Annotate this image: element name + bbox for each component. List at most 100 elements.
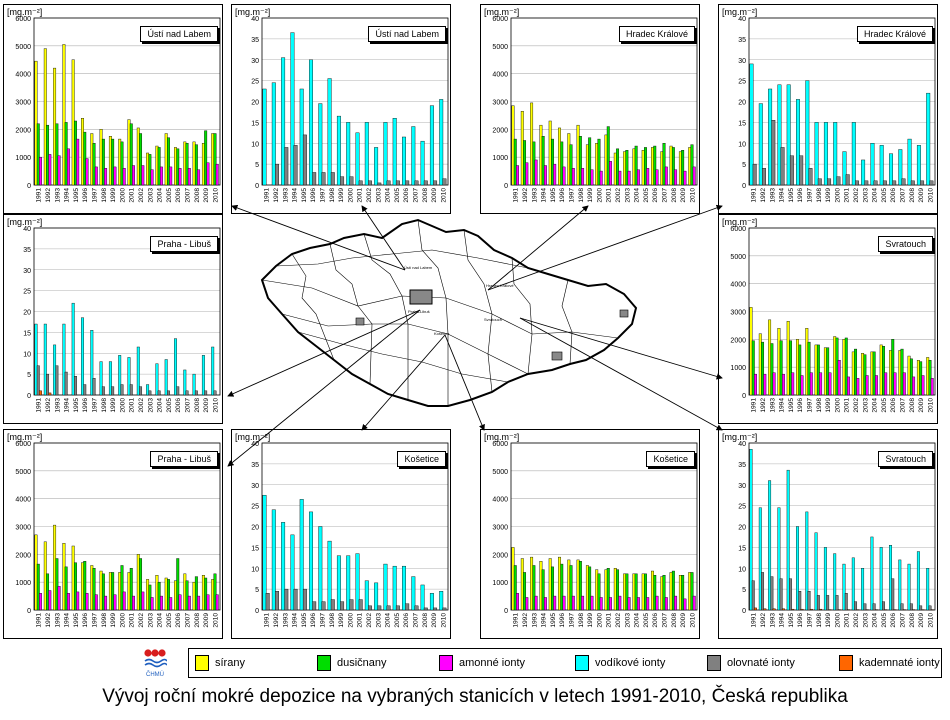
bar <box>90 330 94 396</box>
bar <box>368 180 372 186</box>
bar <box>798 344 802 396</box>
bar <box>543 597 547 611</box>
bar <box>204 577 208 611</box>
bar <box>898 149 903 186</box>
bar <box>847 376 850 396</box>
bar <box>166 579 170 611</box>
czech-republic-map: Ústí nad Labem Hradec Králové Praha-Libu… <box>260 218 638 407</box>
x-tick-label: 2000 <box>347 613 354 628</box>
x-tick-label: 2003 <box>862 188 869 203</box>
unit-label: [mg.m⁻²] <box>722 7 758 17</box>
bar <box>930 378 934 396</box>
bar <box>855 180 859 186</box>
bar <box>800 375 804 396</box>
x-tick-label: 1991 <box>751 613 758 628</box>
x-tick-label: 2001 <box>844 188 851 203</box>
bar <box>560 563 564 611</box>
bar <box>94 166 98 186</box>
bar <box>293 145 298 186</box>
bar <box>48 154 52 186</box>
bar <box>150 169 154 186</box>
bar <box>321 601 326 611</box>
bar <box>805 80 810 186</box>
bar <box>73 376 77 396</box>
bar <box>882 180 887 186</box>
bar <box>302 588 307 611</box>
bar <box>664 597 668 611</box>
bar <box>758 103 763 186</box>
x-tick-label: 1997 <box>91 188 98 203</box>
x-tick-label: 2008 <box>422 613 429 628</box>
x-tick-label: 2002 <box>853 398 860 413</box>
bar <box>39 593 42 611</box>
x-tick-label: 2007 <box>899 398 906 413</box>
station-title: Ústí nad Labem <box>140 26 218 42</box>
x-tick-label: 2008 <box>671 188 678 203</box>
bar <box>139 133 143 186</box>
bar <box>655 169 659 186</box>
x-tick-label: 1992 <box>273 613 280 628</box>
y-tick-label: 25 <box>738 504 746 511</box>
x-tick-label: 2002 <box>853 613 860 628</box>
x-tick-label: 1998 <box>578 613 585 628</box>
y-tick-label: 4000 <box>15 72 31 79</box>
bar <box>814 122 819 186</box>
unit-label: [mg.m⁻²] <box>235 432 271 442</box>
bar <box>791 372 795 396</box>
bar <box>309 511 313 611</box>
x-tick-label: 2002 <box>138 613 145 628</box>
bar <box>405 180 410 186</box>
legend: sírany dusičnany amonné ionty vodíkové iont… <box>188 648 942 678</box>
x-tick-label: 2004 <box>157 188 164 203</box>
y-tick-label: 5000 <box>15 44 31 51</box>
x-tick-label: 1993 <box>531 188 538 203</box>
bar <box>854 601 858 611</box>
bar <box>39 390 42 396</box>
bar <box>553 595 557 611</box>
bar <box>643 573 647 611</box>
y-tick-label: 20 <box>23 310 31 317</box>
bar <box>771 120 776 186</box>
bar <box>439 591 444 611</box>
x-tick-label: 1994 <box>541 188 548 203</box>
legend-swatch <box>575 655 589 671</box>
bar <box>129 123 133 186</box>
unit-label: [mg.m⁻²] <box>722 217 758 227</box>
x-tick-label: 1995 <box>73 398 80 413</box>
station-title: Košetice <box>397 451 446 467</box>
bar <box>429 105 434 186</box>
x-tick-label: 2005 <box>394 188 401 203</box>
bar <box>62 44 66 186</box>
bar <box>194 576 198 611</box>
x-tick-label: 2007 <box>184 188 191 203</box>
y-tick-label: 30 <box>738 58 746 65</box>
legend-label: vodíkové ionty <box>595 656 666 669</box>
bar <box>864 180 869 186</box>
x-tick-label: 1998 <box>329 188 336 203</box>
x-tick-label: 2008 <box>909 398 916 413</box>
x-tick-label: 2008 <box>671 613 678 628</box>
bar <box>176 558 180 611</box>
bar <box>781 608 785 611</box>
x-tick-label: 1994 <box>64 398 71 413</box>
bar <box>581 595 585 611</box>
y-tick-label: 0 <box>742 608 746 615</box>
legend-label: olovnaté ionty <box>727 656 795 669</box>
x-tick-label: 2001 <box>606 613 613 628</box>
bar <box>926 568 930 611</box>
x-tick-label: 1996 <box>559 188 566 203</box>
bar <box>364 580 369 611</box>
bar <box>837 360 841 396</box>
unit-label: [mg.m⁻²] <box>235 7 271 17</box>
bar <box>912 376 916 396</box>
x-tick-label: 2002 <box>138 188 145 203</box>
bar <box>768 480 772 611</box>
x-tick-label: 2010 <box>689 613 696 628</box>
bar <box>183 369 187 396</box>
x-tick-label: 1992 <box>45 613 52 628</box>
legend-item: olovnaté ionty <box>707 655 795 671</box>
bar <box>374 582 379 611</box>
station-title: Svratouch <box>878 451 933 467</box>
bar <box>788 578 792 611</box>
chart-panel: 0 5 10 15 20 25 30 35 40 1991 1992 1993 1994 1995 1996… <box>3 214 223 424</box>
